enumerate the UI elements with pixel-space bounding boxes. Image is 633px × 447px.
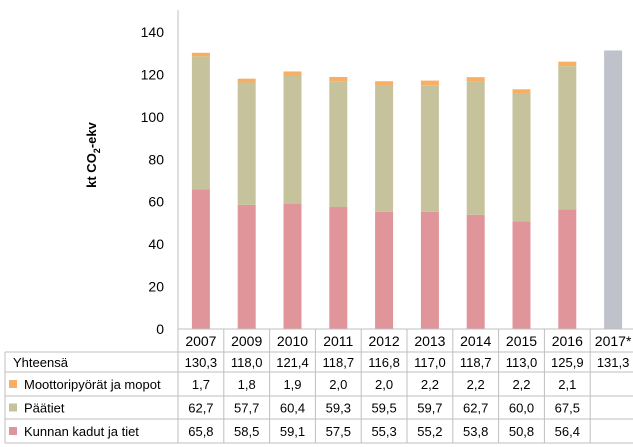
bar-segment: [283, 75, 302, 204]
y-tick-label: 100: [141, 109, 165, 125]
bar-segment: [237, 78, 256, 83]
table-row-label: Moottoripyörät ja mopot: [24, 377, 161, 392]
y-tick-label: 40: [148, 236, 164, 252]
data-label: 2,2: [421, 377, 439, 392]
data-label: 65,8: [188, 424, 213, 439]
y-tick-label: 20: [148, 279, 164, 295]
bar-segment: [375, 81, 394, 86]
bar-segment: [420, 80, 439, 86]
data-label: 1,7: [192, 377, 210, 392]
data-label: 2,2: [512, 377, 530, 392]
bar-segment: [375, 85, 394, 212]
data-label: 55,3: [371, 424, 396, 439]
data-label: 59,3: [326, 401, 351, 416]
bar-segment: [466, 77, 485, 82]
legend-swatch: [9, 403, 17, 412]
bar-segment: [558, 209, 577, 329]
x-tick-label: 2012: [369, 333, 400, 349]
data-label: 131,3: [597, 355, 630, 370]
y-tick-label: 120: [141, 66, 165, 82]
bar-segment: [375, 211, 394, 329]
y-axis-title-subscript: 2: [92, 148, 102, 153]
data-label: 121,4: [276, 355, 309, 370]
x-tick-label: 2013: [414, 333, 445, 349]
data-label: 59,5: [371, 401, 396, 416]
bar-segment: [558, 61, 577, 67]
y-axis-label: kt CO2-ekv: [84, 121, 102, 187]
bar-segment: [512, 221, 531, 329]
table-row-label: Kunnan kadut ja tiet: [24, 424, 139, 439]
bar-segment: [283, 203, 302, 329]
data-label: 130,3: [185, 355, 218, 370]
data-label: 59,7: [417, 401, 442, 416]
data-label: 1,8: [238, 377, 256, 392]
data-label: 2,0: [375, 377, 393, 392]
data-label: 57,7: [234, 401, 259, 416]
data-label: 117,0: [414, 355, 446, 370]
x-tick-label: 2015: [506, 333, 537, 349]
data-label: 59,1: [280, 424, 305, 439]
data-label: 118,7: [460, 355, 492, 370]
bar-segment: [329, 76, 348, 82]
bars: [191, 50, 623, 330]
legend-swatch: [9, 380, 17, 388]
bar-segment: [191, 56, 210, 190]
data-label: 62,7: [188, 401, 213, 416]
bar-segment: [466, 214, 485, 329]
data-label: 60,4: [280, 401, 305, 416]
x-tick-label: 2007: [185, 333, 216, 349]
data-label: 113,0: [506, 355, 538, 370]
bar-segment: [512, 93, 531, 222]
bar-total: [604, 50, 623, 330]
data-label: 56,4: [555, 424, 580, 439]
bar-segment: [283, 71, 302, 76]
data-label: 60,0: [509, 401, 534, 416]
x-tick-label: 2017*: [595, 333, 632, 349]
data-label: 67,5: [555, 401, 580, 416]
data-label: 118,0: [231, 355, 263, 370]
y-tick-label: 60: [148, 194, 164, 210]
x-tick-label: 2016: [552, 333, 583, 349]
bar-segment: [420, 211, 439, 329]
data-label: 62,7: [463, 401, 488, 416]
bar-segment: [558, 66, 577, 210]
data-label: 53,8: [463, 424, 488, 439]
bar-segment: [466, 81, 485, 215]
data-label: 50,8: [509, 424, 534, 439]
data-label: 2,0: [329, 377, 347, 392]
bar-segment: [191, 52, 210, 57]
x-tick-label: 2014: [460, 333, 491, 349]
bar-segment: [191, 189, 210, 329]
data-label: 58,5: [234, 424, 259, 439]
y-tick-label: 80: [148, 151, 164, 167]
y-axis-title: kt CO2-ekv: [84, 121, 102, 187]
data-label: 1,9: [283, 377, 301, 392]
bar-segment: [420, 85, 439, 212]
bar-segment: [329, 207, 348, 329]
x-tick-label: 2011: [323, 333, 353, 349]
bar-segment: [237, 82, 256, 205]
bar-segment: [237, 204, 256, 329]
data-table: 2007 2009 2010 2011 2012 2013 2014 2015 2016 2017…: [4, 328, 633, 444]
data-label: 55,2: [417, 424, 442, 439]
x-tick-label: 2009: [231, 333, 262, 349]
y-axis-title-suffix: -ekv: [84, 121, 99, 148]
data-label: 2,1: [558, 377, 576, 392]
data-label: 116,8: [368, 355, 400, 370]
data-label: 125,9: [551, 355, 584, 370]
y-ticks: 0 20 40 60 80 100 120 140: [141, 10, 179, 337]
data-label: 57,5: [326, 424, 351, 439]
table-row-label: Yhteensä: [13, 355, 69, 370]
y-axis-title-main: kt CO: [84, 153, 99, 188]
table-row-label: Päätiet: [24, 401, 65, 416]
y-tick-label: 0: [156, 321, 164, 337]
data-label: 118,7: [323, 355, 355, 370]
bar-segment: [512, 89, 531, 94]
data-label: 2,2: [467, 377, 485, 392]
x-tick-label: 2010: [277, 333, 308, 349]
legend-swatch: [9, 427, 17, 435]
bar-segment: [329, 81, 348, 208]
y-tick-label: 140: [141, 24, 165, 40]
